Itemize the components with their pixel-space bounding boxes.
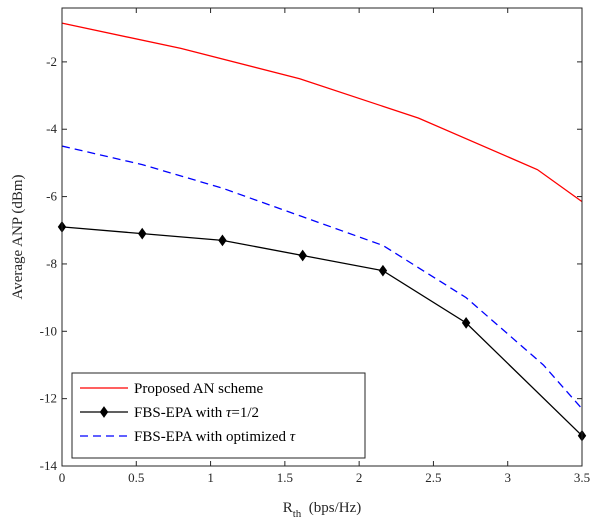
x-tick-label: 0 [59,470,66,485]
x-tick-label: 2.5 [425,470,441,485]
x-tick-label: 1.5 [277,470,293,485]
series-line-2 [61,145,583,410]
y-tick-label: -10 [40,323,57,338]
y-tick-label: -12 [40,391,57,406]
y-tick-label: -2 [46,54,57,69]
series-1-point [378,264,388,277]
x-axis-title-subscript: th [293,508,302,518]
series-1-point [138,227,147,240]
series-1-point [461,317,471,329]
legend-label: FBS-EPA with optimized τ [134,429,296,445]
series-line-0 [61,22,583,203]
y-axis: -2 -4 -6 -8 -10 -12 -14 [40,54,582,473]
x-tick-label: 1 [207,470,214,485]
x-axis-title-rest: (bps/Hz) [301,500,361,516]
x-axis-title-main: R [283,500,293,516]
legend-box [71,372,366,459]
x-tick-label: 3 [504,470,511,485]
x-tick-label: 2 [356,470,363,485]
y-axis-title: Average ANP (dBm) [10,175,26,300]
y-tick-label: -6 [46,189,57,204]
y-tick-label: -8 [46,256,57,271]
x-tick-label: 3.5 [574,470,590,485]
legend-label-part: τ [226,405,232,421]
legend-marker [99,406,109,418]
legend-label: FBS-EPA with τ=1/2 [134,405,259,421]
legend-label-part: FBS-EPA with [134,405,226,421]
y-tick-label: -14 [40,458,58,473]
legend-label: Proposed AN scheme [134,381,263,397]
legend-label-part: FBS-EPA with optimized [134,429,290,445]
x-axis: 0 0.5 1 1.5 2 2.5 3 3.5 [59,8,590,485]
series-1-point [298,249,307,262]
axes-box [61,7,583,467]
legend-label-part: τ [290,429,296,445]
x-tick-label: 0.5 [128,470,144,485]
y-tick-label: -4 [46,121,57,136]
legend-label-part: =1/2 [231,405,259,421]
x-axis-title: Rth (bps/Hz) [283,500,362,518]
series-1-point [218,234,227,247]
